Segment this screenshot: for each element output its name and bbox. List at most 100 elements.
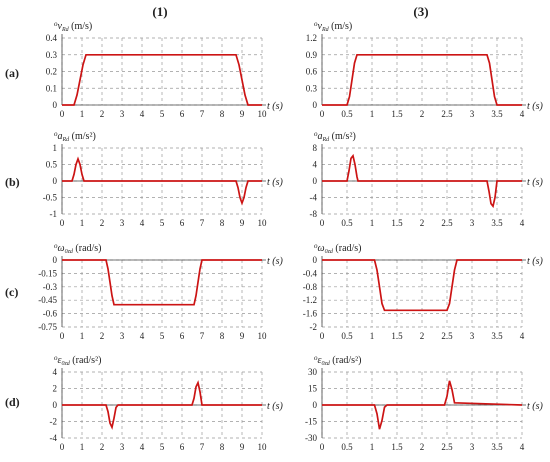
x-tick-label: 4: [520, 442, 525, 452]
y-tick-label: -1.2: [303, 295, 317, 305]
x-tick-label: 8: [220, 218, 225, 228]
y-tick-label: 0: [313, 400, 318, 410]
y-tick-label: 30: [308, 367, 318, 377]
x-tick-label: 3: [120, 442, 125, 452]
x-tick-label: 2: [420, 442, 425, 452]
series-line: [322, 53, 522, 106]
x-axis-title: t (s): [527, 401, 544, 412]
series-line: [322, 259, 522, 312]
x-tick-label: 8: [220, 442, 225, 452]
y-tick-label: -2: [310, 322, 318, 332]
x-tick-label: 5: [160, 442, 165, 452]
x-tick-label: 1.5: [391, 218, 403, 228]
row-label-c: (c): [5, 285, 18, 299]
y-tick-label: -0.15: [38, 268, 57, 278]
y-tick-label: 0: [53, 400, 58, 410]
x-tick-label: 10: [258, 331, 268, 341]
x-tick-label: 10: [258, 218, 268, 228]
x-tick-label: 2: [420, 218, 425, 228]
x-axis-title: t (s): [267, 256, 284, 267]
x-tick-label: 0: [320, 331, 325, 341]
x-tick-label: 0: [60, 218, 65, 228]
series-line: [322, 153, 522, 209]
y-axis-title: oaRd (m/s²): [54, 130, 96, 143]
y-axis-title: oε0zd (rad/s²): [314, 354, 361, 367]
x-tick-label: 2: [100, 442, 105, 452]
x-tick-label: 6: [180, 331, 185, 341]
y-tick-label: 2: [53, 384, 58, 394]
row-label-d: (d): [5, 395, 20, 409]
y-tick-label: 4: [53, 367, 58, 377]
series-line: [62, 156, 262, 206]
y-tick-label: 0.2: [46, 67, 57, 77]
y-tick-label: -1: [50, 209, 58, 219]
y-tick-label: 1: [53, 143, 58, 153]
x-tick-label: 4: [140, 331, 145, 341]
y-tick-label: 15: [308, 384, 318, 394]
y-tick-label: -4: [50, 433, 58, 443]
column-label-3: (3): [413, 4, 428, 19]
x-tick-label: 2: [420, 109, 425, 119]
x-tick-label: 5: [160, 331, 165, 341]
y-tick-label: 0.3: [46, 50, 58, 60]
x-axis-title: t (s): [267, 177, 284, 188]
y-axis-title: oω0zd (rad/s): [314, 242, 362, 255]
y-axis-title: ovRd (m/s): [314, 20, 352, 33]
x-tick-label: 3.5: [491, 218, 503, 228]
x-tick-label: 2.5: [441, 331, 453, 341]
x-tick-label: 0.5: [341, 331, 353, 341]
x-tick-label: 3.5: [491, 442, 503, 452]
y-tick-label: -0.4: [303, 268, 318, 278]
panel-c3: 0-0.4-0.8-1.2-1.6-20 0.5 1 1.5 2 2.5 3 3.5 4oω0z…: [303, 242, 544, 341]
x-tick-label: 0: [60, 331, 65, 341]
x-tick-label: 1: [370, 331, 375, 341]
x-axis-title: t (s): [267, 401, 284, 412]
y-tick-label: -0.45: [38, 295, 57, 305]
x-tick-label: 2.5: [441, 218, 453, 228]
x-tick-label: 2.5: [441, 109, 453, 119]
x-tick-label: 9: [240, 442, 245, 452]
series-line: [62, 259, 262, 306]
y-tick-label: 0: [313, 255, 318, 265]
y-tick-label: -0.5: [43, 193, 58, 203]
x-tick-label: 1.5: [391, 331, 403, 341]
y-tick-label: 0: [53, 255, 58, 265]
x-tick-label: 0: [320, 218, 325, 228]
x-tick-label: 0.5: [341, 109, 353, 119]
x-tick-label: 3: [120, 109, 125, 119]
x-tick-label: 7: [200, 109, 205, 119]
series-line: [322, 380, 523, 430]
x-tick-label: 3.5: [491, 331, 503, 341]
series-line: [62, 380, 262, 430]
y-axis-title: ovRd (m/s): [54, 20, 92, 33]
y-tick-label: 0.5: [46, 160, 58, 170]
x-tick-label: 7: [200, 442, 205, 452]
y-tick-label: 0: [313, 176, 318, 186]
x-tick-label: 9: [240, 109, 245, 119]
x-tick-label: 1: [80, 109, 85, 119]
panel-a3: 0 0.3 0.6 0.9 1.2 0 0.5 1 1.5 2 2.5 3 3.5 4 ovRd (m/s)…: [306, 20, 544, 119]
x-tick-label: 0: [320, 109, 325, 119]
x-tick-label: 3.5: [491, 109, 503, 119]
y-tick-label: 0: [313, 100, 318, 110]
x-tick-label: 4: [140, 218, 145, 228]
x-tick-label: 3: [120, 331, 125, 341]
x-tick-label: 0: [60, 442, 65, 452]
y-axis-title: oε0zd (rad/s²): [54, 354, 101, 367]
x-tick-label: 3: [470, 331, 475, 341]
row-label-a: (a): [5, 66, 19, 80]
x-tick-label: 1: [80, 218, 85, 228]
x-tick-label: 8: [220, 331, 225, 341]
x-tick-label: 6: [180, 218, 185, 228]
x-tick-label: 3: [120, 218, 125, 228]
y-tick-label: -4: [310, 193, 318, 203]
panel-c1: 0-0.15-0.3-0.45-0.6-0.750 1 2 3 4 5 6 7 8 9 10oω0z…: [38, 242, 283, 341]
y-tick-label: 0.9: [306, 50, 318, 60]
x-tick-label: 6: [180, 442, 185, 452]
y-tick-label: 0.3: [306, 83, 318, 93]
x-tick-label: 5: [160, 218, 165, 228]
y-tick-label: -0.3: [43, 282, 58, 292]
